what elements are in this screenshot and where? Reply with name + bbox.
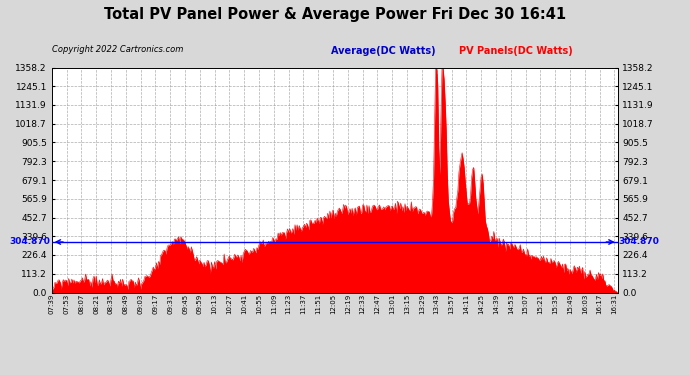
Text: PV Panels(DC Watts): PV Panels(DC Watts): [459, 46, 573, 56]
Text: Total PV Panel Power & Average Power Fri Dec 30 16:41: Total PV Panel Power & Average Power Fri…: [104, 8, 566, 22]
Text: 304.870: 304.870: [10, 237, 50, 246]
Text: 304.870: 304.870: [619, 237, 660, 246]
Text: Average(DC Watts): Average(DC Watts): [331, 46, 436, 56]
Text: Copyright 2022 Cartronics.com: Copyright 2022 Cartronics.com: [52, 45, 183, 54]
